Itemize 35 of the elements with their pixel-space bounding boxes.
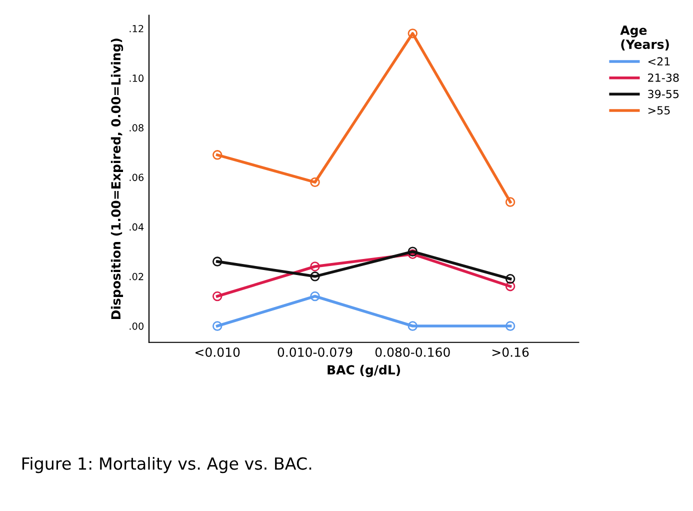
point [212,291,222,302]
y-tick-label: .06 [130,174,144,182]
point [408,246,418,256]
point [212,321,222,331]
point [212,150,222,160]
x-tick-label: 0.010-0.079 [278,347,352,357]
x-tick-label: <0.010 [196,347,240,357]
x-tick-label: >0.16 [492,347,529,357]
legend-label: 21-38 [648,73,679,82]
y-tick-label: .02 [130,272,144,280]
legend-title: Age (Years) [620,26,669,50]
x-tick-label: 0.080-0.160 [375,347,450,357]
caption: Figure 1: Mortality vs. Age vs. BAC. [22,456,312,474]
point [310,272,320,282]
point [505,281,516,292]
point [408,321,418,331]
x-axis-title: BAC (g/dL) [328,364,400,378]
y-axis-title: Disposition (1.00=Expired, 0.00=Living) [110,38,124,319]
legend-label: >55 [648,106,670,115]
y-tick-label: .04 [130,223,144,231]
y-tick-label: .12 [130,24,144,32]
point [505,274,516,284]
point [310,291,320,302]
point [505,321,516,331]
y-tick-label: .10 [130,74,144,82]
point [408,28,418,38]
point [310,262,320,272]
y-tick-label: .00 [130,322,144,330]
point [212,256,222,266]
y-tick-label: .08 [130,124,144,132]
legend-label: <21 [648,57,670,66]
point [310,177,320,188]
legend-label: 39-55 [648,90,679,98]
point [408,249,418,259]
point [505,197,516,207]
